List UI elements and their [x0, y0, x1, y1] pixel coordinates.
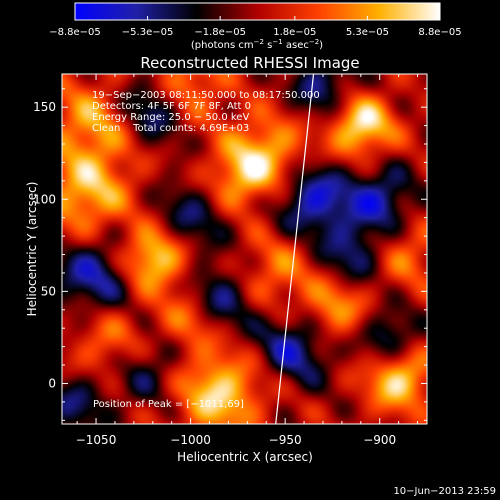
x-tick-label: −1000 — [170, 433, 211, 447]
y-tick-label: 0 — [48, 376, 56, 390]
plot-frame — [61, 73, 428, 425]
colorbar-tick-label: 1.8e−05 — [273, 27, 316, 38]
x-ticks: −1050 −1000 −950 −900 — [76, 74, 419, 447]
x-axis-label: Heliocentric X (arcsec) — [177, 450, 313, 464]
annotation-detectors: Detectors: 4F 5F 6F 7F 8F, Att 0 — [92, 101, 251, 112]
y-tick-label: 50 — [41, 284, 56, 298]
annotation-clean: Clean Total counts: 4.69E+03 — [92, 123, 249, 134]
y-axis-label: Heliocentric Y (arcsec) — [25, 182, 39, 317]
x-tick-label: −1050 — [76, 433, 117, 447]
colorbar-tick-label: −5.3e−05 — [122, 27, 174, 38]
colorbar-tick-label: −1.8e−05 — [194, 27, 246, 38]
annotation-time: 19−Sep−2003 08:11:50.000 to 08:17:50.000 — [92, 90, 320, 101]
colorbar-unit: (photons cm−2 s−1 asec−2) — [191, 38, 323, 51]
solar-limb-line — [275, 74, 315, 424]
colorbar-ticks: −8.8e−05 −5.3e−05 −1.8e−05 1.8e−05 5.3e−05 8.… — [49, 16, 462, 38]
annotation-energy: Energy Range: 25.0 − 50.0 keV — [92, 112, 249, 123]
footer-timestamp: 10−Jun−2013 23:59 — [393, 486, 496, 497]
plot-area: −1050 −1000 −950 −900 0 50 100 150 — [33, 73, 428, 447]
y-ticks: 0 50 100 150 — [33, 88, 427, 421]
colorbar-tick-label: 5.3e−05 — [346, 27, 389, 38]
heatmap-image — [62, 74, 427, 424]
colorbar: −8.8e−05 −5.3e−05 −1.8e−05 1.8e−05 5.3e−05 8.… — [49, 2, 462, 51]
y-tick-label: 100 — [33, 192, 56, 206]
colorbar-frame — [74, 2, 441, 21]
x-tick-label: −900 — [363, 433, 396, 447]
colorbar-tick-label: −8.8e−05 — [49, 27, 101, 38]
y-tick-label: 150 — [33, 100, 56, 114]
colorbar-gradient — [75, 3, 440, 20]
peak-position-label: Position of Peak = [−1011,69] — [93, 399, 244, 410]
x-tick-label: −950 — [269, 433, 302, 447]
chart-title: Reconstructed RHESSI Image — [140, 54, 359, 72]
colorbar-tick-label: 8.8e−05 — [418, 27, 461, 38]
